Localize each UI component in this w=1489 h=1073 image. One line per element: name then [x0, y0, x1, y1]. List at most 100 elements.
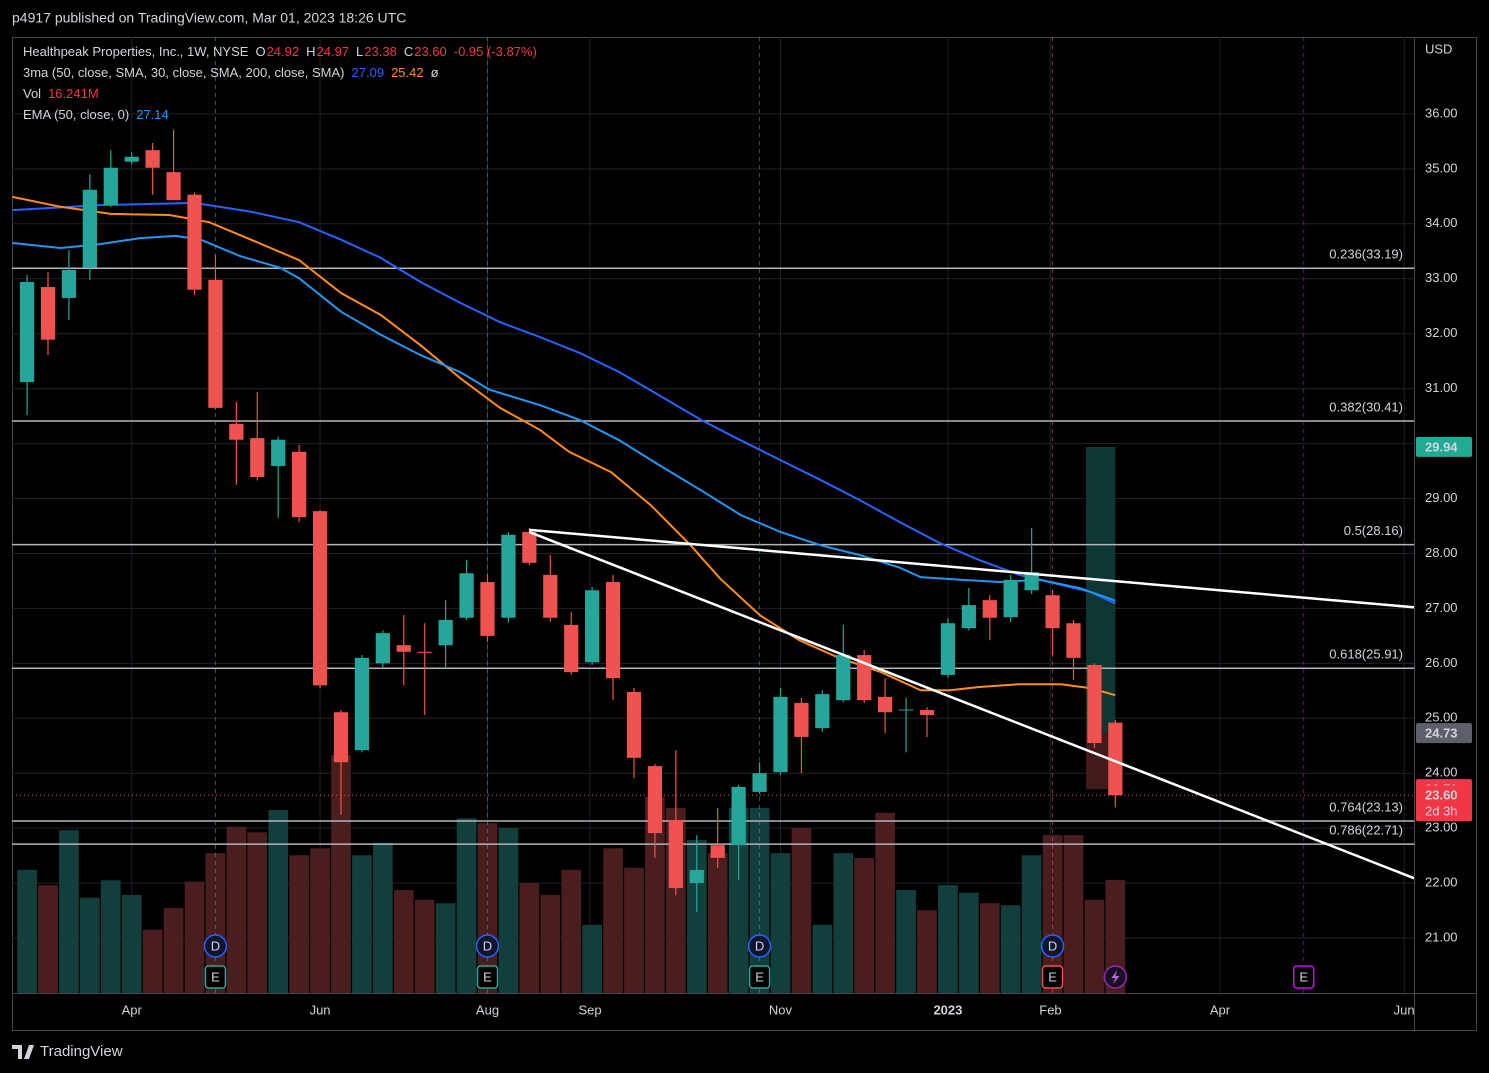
volume-bar: [498, 828, 519, 993]
candle-body: [543, 574, 558, 618]
fib-label: 0.618(25.91): [1329, 647, 1403, 662]
volume-bar: [80, 897, 100, 993]
candle-body: [1066, 623, 1081, 658]
volume-bar: [331, 755, 351, 993]
volume-bar: [289, 855, 309, 993]
grid: [12, 37, 1414, 993]
volume-bar: [624, 867, 644, 993]
earnings-label: E: [483, 969, 492, 984]
y-tick-label: 21.00: [1425, 929, 1458, 944]
volume-bar: [791, 828, 812, 993]
legend-item: H: [306, 44, 315, 59]
volume-bar: [833, 853, 854, 993]
volume-bar: [979, 903, 1000, 993]
split-icon: [1111, 970, 1120, 984]
volume-bar: [1063, 835, 1084, 993]
volume-bar: [247, 832, 268, 993]
y-tick-label: 32.00: [1425, 325, 1458, 340]
candle-body: [438, 619, 453, 646]
volume-bar: [603, 848, 623, 993]
legend-item: O: [255, 44, 265, 59]
candle-body: [752, 773, 767, 792]
legend-item: C: [404, 44, 413, 59]
volume-bar: [707, 853, 728, 993]
volume-bar: [435, 903, 456, 993]
footer: TradingView: [40, 1043, 123, 1060]
candle-body: [333, 712, 349, 763]
volume-bar: [205, 853, 226, 993]
x-tick-label: Apr: [122, 1002, 143, 1017]
price-label: 24.73: [1425, 726, 1458, 741]
candle-body: [919, 710, 935, 715]
candle-body: [396, 645, 411, 652]
volume-bar: [728, 807, 749, 993]
trendline: [528, 530, 1414, 880]
candle-body: [689, 869, 704, 884]
candle-body: [961, 605, 976, 629]
volume-bar: [142, 929, 163, 993]
dividend-marker: [203, 934, 228, 958]
earnings-marker: [1292, 965, 1315, 989]
legend-item: 24.97: [317, 44, 350, 59]
volume-bar: [540, 894, 561, 993]
volume-bar: [1084, 899, 1105, 993]
candle-body: [354, 657, 370, 751]
candle-body: [605, 582, 621, 679]
earnings-marker: [748, 965, 771, 989]
volume-bar: [917, 910, 937, 993]
candle-body: [40, 286, 56, 340]
candle-body: [82, 189, 97, 268]
earnings-label: E: [211, 969, 220, 984]
volume-bar: [59, 830, 79, 993]
price-label: 29.94: [1425, 439, 1458, 454]
x-tick-label: Apr: [1210, 1002, 1231, 1017]
legend-item: Vol: [23, 86, 41, 101]
candle-body: [250, 438, 265, 478]
volume-bar: [1021, 855, 1042, 993]
candle-body: [375, 633, 390, 664]
y-tick-label: 25.00: [1425, 710, 1458, 725]
legend-item: L: [356, 44, 363, 59]
candle-body: [124, 156, 139, 162]
logo-icon: [12, 1045, 34, 1059]
y-tick-label: 34.00: [1425, 215, 1458, 230]
volume-bar: [310, 848, 330, 993]
candle-body: [585, 590, 600, 663]
fib-label: 0.236(33.19): [1329, 247, 1403, 262]
candle-body: [522, 532, 537, 563]
candle-body: [1003, 579, 1018, 618]
volume-bar: [121, 894, 142, 993]
price-label-bg: [1416, 785, 1472, 822]
candle-body: [626, 691, 642, 758]
dividend-label: D: [755, 938, 764, 953]
earnings-marker: [204, 965, 227, 989]
candle-body: [1045, 595, 1060, 629]
x-tick-label: Jun: [310, 1002, 331, 1017]
candle-body: [898, 709, 914, 711]
candle-body: [982, 600, 997, 618]
fib-label: 0.764(23.13): [1329, 799, 1403, 814]
legend-item: 25.42: [391, 65, 424, 80]
earnings-marker: [476, 965, 499, 989]
candle-body: [145, 150, 160, 168]
candle-body: [187, 194, 202, 290]
legend-item: 27.14: [136, 107, 169, 122]
trendline: [529, 528, 1414, 609]
fib-label: 0.5(28.16): [1344, 523, 1403, 538]
legend-item: ø: [431, 65, 439, 80]
x-tick-label: Sep: [578, 1002, 601, 1017]
candle-body: [647, 766, 663, 834]
volume-bar: [645, 796, 665, 993]
volume-bar: [938, 885, 958, 993]
y-tick-label: 24.00: [1425, 765, 1458, 780]
candle-body: [815, 694, 830, 729]
volume-bar: [184, 881, 205, 993]
volume-bar: [38, 885, 58, 993]
x-tick-label: Aug: [476, 1002, 499, 1017]
earnings-label: E: [1299, 969, 1308, 984]
volume-bar: [352, 855, 372, 993]
earnings-label: E: [1048, 969, 1057, 984]
volume-bar: [854, 858, 875, 993]
candle-body: [836, 655, 851, 701]
